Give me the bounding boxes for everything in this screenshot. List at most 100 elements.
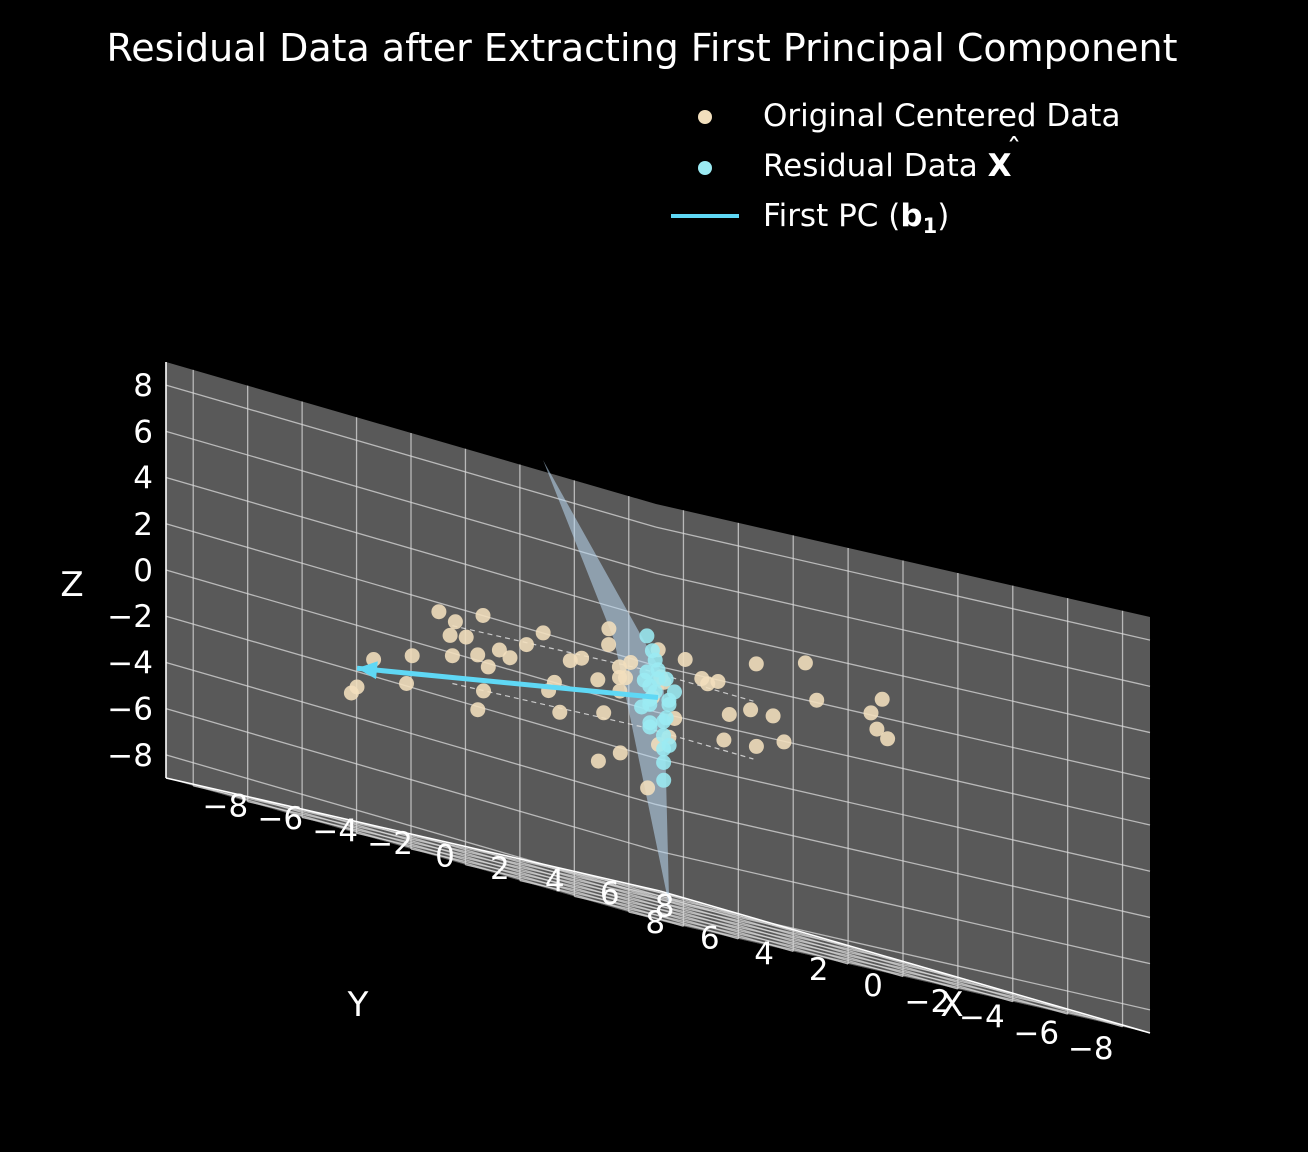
original-point bbox=[874, 691, 890, 707]
original-point bbox=[765, 708, 781, 724]
original-point bbox=[596, 705, 612, 721]
original-point bbox=[611, 659, 627, 675]
grid-lines bbox=[165, 369, 1151, 1028]
legend-original-marker bbox=[698, 110, 712, 124]
original-point bbox=[476, 683, 491, 699]
legend-residual-hat: ˆ bbox=[1007, 133, 1022, 168]
original-point bbox=[601, 621, 617, 637]
original-point bbox=[562, 653, 578, 669]
legend-residual-marker bbox=[698, 161, 712, 175]
residual-point bbox=[656, 713, 672, 729]
original-point bbox=[809, 692, 825, 708]
wall-gridline-z bbox=[655, 850, 1151, 965]
x-tick-label: 4 bbox=[545, 864, 565, 900]
wall-gridline-z bbox=[655, 711, 1151, 826]
y-tick-label: −6 bbox=[1013, 1015, 1059, 1051]
original-point bbox=[475, 608, 491, 623]
y-tick-label: 8 bbox=[645, 905, 665, 941]
original-point bbox=[880, 731, 896, 747]
wall-gridline-z bbox=[165, 430, 657, 574]
floor-gridline-y bbox=[193, 785, 688, 900]
x-axis-label: X bbox=[940, 985, 963, 1025]
original-point bbox=[590, 753, 606, 769]
y-tick-label: 4 bbox=[754, 936, 774, 972]
original-point bbox=[748, 738, 764, 754]
wall-gridline-z bbox=[655, 757, 1151, 872]
floor-gridline-y bbox=[301, 816, 797, 932]
floor-gridline-y bbox=[465, 864, 960, 979]
original-point bbox=[458, 629, 474, 645]
y-axis-line bbox=[659, 890, 1151, 1034]
original-point bbox=[590, 672, 606, 688]
x-tick-label: −6 bbox=[257, 801, 303, 837]
floor-gridline-y bbox=[574, 895, 1069, 1010]
wall-gridline-z bbox=[165, 384, 657, 528]
wall-gridline-z bbox=[165, 754, 657, 898]
original-point bbox=[470, 647, 486, 663]
legend-residual-text: Residual Data bbox=[763, 148, 988, 184]
z-tick-label: 8 bbox=[133, 368, 153, 404]
original-point bbox=[519, 637, 534, 653]
original-point bbox=[623, 655, 639, 670]
y-tick-label: −4 bbox=[959, 1000, 1005, 1036]
original-point bbox=[480, 659, 496, 675]
floor-gridline-y bbox=[519, 879, 1015, 995]
original-point bbox=[502, 650, 518, 666]
original-point bbox=[343, 685, 359, 701]
residual-point bbox=[656, 755, 672, 770]
z-tick-label: 0 bbox=[133, 553, 153, 589]
wall-gridline-z bbox=[655, 572, 1151, 687]
dashed-guide bbox=[452, 625, 754, 702]
residual-point bbox=[642, 719, 658, 735]
original-point bbox=[797, 655, 813, 671]
legend-pc-suffix: ) bbox=[937, 198, 949, 234]
y-tick-label: 0 bbox=[863, 968, 883, 1004]
floor-gridline-y bbox=[356, 832, 851, 947]
legend-pc-prefix: First PC ( bbox=[763, 198, 900, 234]
legend-pc-label: First PC (b1) bbox=[763, 198, 949, 238]
legend-residual-symbol: X bbox=[988, 148, 1012, 184]
original-point bbox=[869, 721, 885, 737]
original-point bbox=[470, 702, 486, 718]
original-point bbox=[535, 625, 551, 641]
legend-pc-subscript: 1 bbox=[923, 214, 938, 238]
wall-gridline-z bbox=[655, 526, 1151, 641]
x-tick-label: 0 bbox=[435, 839, 455, 875]
legend-residual-label: Residual Data X bbox=[763, 148, 1012, 184]
original-point bbox=[640, 780, 656, 796]
original-point bbox=[491, 642, 507, 658]
residual-point bbox=[656, 772, 672, 788]
original-point bbox=[618, 670, 633, 686]
legend-pc-symbol: b bbox=[900, 198, 922, 234]
original-point bbox=[863, 705, 879, 721]
data-marks bbox=[343, 460, 896, 907]
z-tick-label: 6 bbox=[133, 414, 153, 450]
x-tick-label: −8 bbox=[203, 788, 249, 824]
original-point bbox=[431, 604, 447, 620]
original-point bbox=[710, 674, 726, 689]
original-point bbox=[442, 627, 458, 643]
x-tick-label: −2 bbox=[367, 826, 413, 862]
original-point bbox=[444, 648, 460, 664]
x-tick-label: 6 bbox=[600, 876, 620, 912]
original-point bbox=[721, 707, 737, 722]
floor-gridline-y bbox=[410, 848, 906, 963]
y-axis-label: Y bbox=[347, 985, 369, 1025]
wall-gridline-z bbox=[655, 665, 1151, 780]
residual-point bbox=[667, 684, 682, 700]
y-tick-label: 2 bbox=[809, 952, 829, 988]
original-point bbox=[447, 614, 463, 630]
original-point bbox=[612, 745, 628, 761]
x-tick-label: 2 bbox=[490, 851, 510, 887]
legend: Original Centered Data Residual Data X ˆ… bbox=[671, 98, 1120, 238]
original-point bbox=[574, 650, 590, 666]
y-tick-label: −2 bbox=[905, 984, 951, 1020]
original-point bbox=[404, 648, 420, 664]
wall-gridline-z bbox=[655, 896, 1151, 1011]
floor-gridline-y bbox=[247, 801, 742, 916]
z-tick-label: −8 bbox=[107, 738, 153, 774]
original-point bbox=[677, 652, 693, 667]
legend-original-label: Original Centered Data bbox=[763, 98, 1120, 134]
